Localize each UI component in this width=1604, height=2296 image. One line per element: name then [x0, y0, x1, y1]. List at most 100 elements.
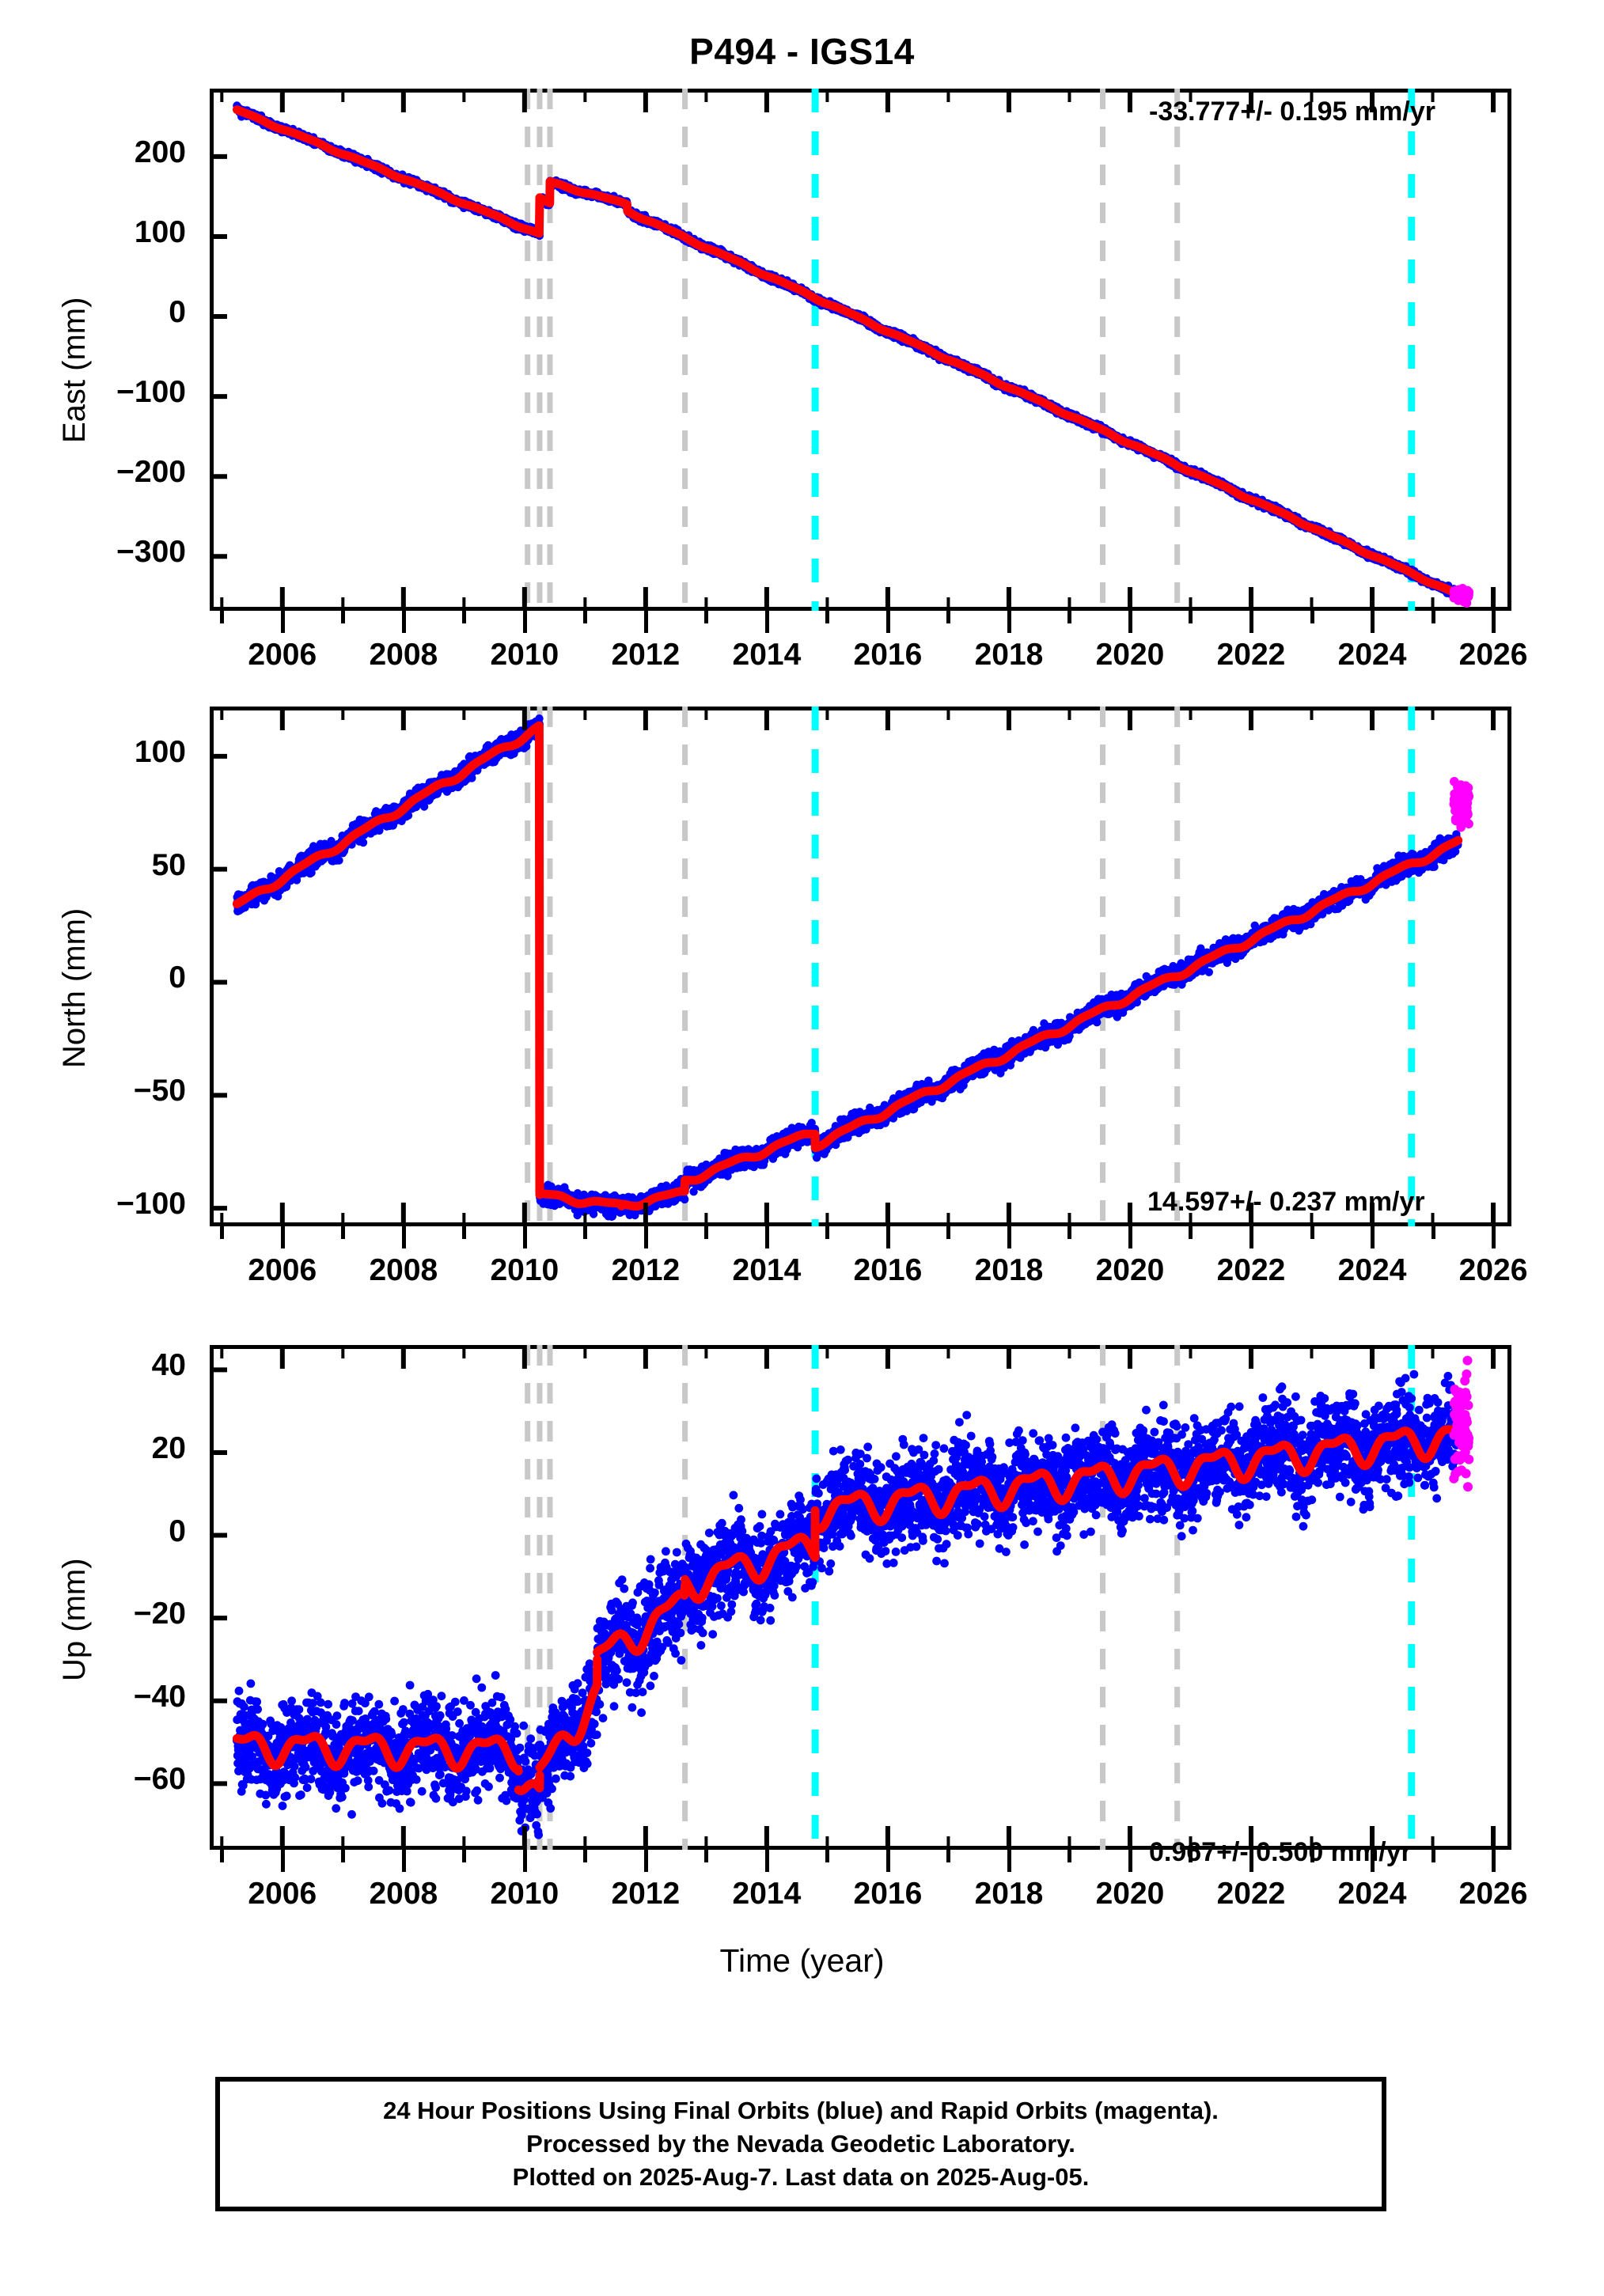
- xtick-mark: [1310, 611, 1314, 623]
- xtick-label: 2008: [369, 638, 438, 672]
- xtick-label: 2006: [248, 1877, 317, 1911]
- ytick-label: 0: [169, 960, 186, 995]
- xtick-mark: [583, 611, 588, 623]
- xtick-mark: [280, 1850, 285, 1872]
- xtick-mark: [1067, 611, 1072, 623]
- xtick-label: 2024: [1337, 638, 1407, 672]
- xtick-mark: [401, 1850, 406, 1872]
- xtick-mark: [643, 1226, 648, 1248]
- ytick-label: −300: [116, 535, 186, 570]
- xtick-label: 2026: [1458, 638, 1528, 672]
- ytick-label: −100: [116, 1187, 186, 1222]
- xtick-mark: [1128, 611, 1132, 633]
- xtick-mark: [401, 611, 406, 633]
- xtick-mark: [764, 1850, 769, 1872]
- xtick-mark: [704, 1850, 709, 1862]
- xtick-label: 2010: [490, 638, 559, 672]
- panel-up-plot: [210, 1345, 1496, 1850]
- xtick-label: 2018: [974, 1253, 1044, 1287]
- ytick-label: 40: [151, 1348, 186, 1383]
- xtick-mark: [1310, 1226, 1314, 1239]
- xtick-mark: [704, 1226, 709, 1239]
- xtick-mark: [1067, 1226, 1072, 1239]
- xtick-mark: [825, 1850, 830, 1862]
- xtick-label: 2022: [1216, 1253, 1286, 1287]
- ytick-label: −200: [116, 455, 186, 490]
- xtick-mark: [1189, 1226, 1193, 1239]
- xtick-label: 2010: [490, 1253, 559, 1287]
- xtick-mark: [704, 611, 709, 623]
- caption-box: 24 Hour Positions Using Final Orbits (bl…: [215, 2077, 1386, 2211]
- xtick-label: 2008: [369, 1253, 438, 1287]
- ytick-label: 100: [134, 734, 186, 769]
- rate-annotation-north: 14.597+/- 0.237 mm/yr: [1147, 1187, 1425, 1217]
- xtick-mark: [825, 611, 830, 623]
- axis-label-time: Time (year): [719, 1942, 885, 1979]
- xtick-mark: [946, 1226, 951, 1239]
- caption-line-3: Plotted on 2025-Aug-7. Last data on 2025…: [512, 2163, 1090, 2192]
- xtick-mark: [1371, 611, 1375, 633]
- xtick-mark: [1431, 1850, 1435, 1862]
- xtick-label: 2022: [1216, 1877, 1286, 1911]
- ytick-label: −60: [133, 1762, 186, 1797]
- panel-north-plot: [210, 707, 1496, 1226]
- xtick-label: 2024: [1337, 1877, 1407, 1911]
- ytick-label: −20: [133, 1597, 186, 1631]
- xtick-label: 2014: [732, 1253, 802, 1287]
- xtick-mark: [825, 1226, 830, 1239]
- page-title: P494 - IGS14: [689, 31, 915, 72]
- xtick-label: 2018: [974, 1877, 1044, 1911]
- xtick-mark: [462, 611, 467, 623]
- xtick-mark: [643, 1850, 648, 1872]
- xtick-mark: [522, 1226, 527, 1248]
- xtick-label: 2012: [611, 1253, 681, 1287]
- xtick-label: 2018: [974, 638, 1044, 672]
- xtick-mark: [1310, 1850, 1314, 1862]
- ytick-label: 100: [134, 214, 186, 249]
- xtick-mark: [1189, 611, 1193, 623]
- xtick-mark: [220, 611, 225, 623]
- xtick-mark: [462, 1850, 467, 1862]
- panel-east: [210, 89, 1511, 611]
- xtick-mark: [1431, 1226, 1435, 1239]
- panel-east-plot: [210, 89, 1496, 611]
- xtick-mark: [1007, 1226, 1011, 1248]
- xtick-mark: [341, 1226, 346, 1239]
- xtick-label: 2014: [732, 638, 802, 672]
- xtick-mark: [462, 1226, 467, 1239]
- xtick-mark: [341, 1850, 346, 1862]
- xtick-label: 2026: [1458, 1877, 1528, 1911]
- ytick-label: −40: [133, 1679, 186, 1714]
- xtick-mark: [1249, 611, 1253, 633]
- xtick-mark: [764, 611, 769, 633]
- xtick-mark: [522, 611, 527, 633]
- xtick-mark: [401, 1226, 406, 1248]
- xtick-label: 2016: [853, 1253, 923, 1287]
- xtick-label: 2020: [1095, 1877, 1165, 1911]
- xtick-mark: [1492, 611, 1496, 633]
- xtick-mark: [1492, 1226, 1496, 1248]
- xtick-label: 2006: [248, 638, 317, 672]
- panel-north: [210, 707, 1511, 1226]
- xtick-mark: [764, 1226, 769, 1248]
- xtick-label: 2012: [611, 1877, 681, 1911]
- xtick-mark: [583, 1226, 588, 1239]
- xtick-mark: [1007, 1850, 1011, 1872]
- xtick-mark: [280, 1226, 285, 1248]
- xtick-mark: [1128, 1850, 1132, 1872]
- xtick-mark: [341, 611, 346, 623]
- ytick-label: 0: [169, 1514, 186, 1548]
- caption-line-1: 24 Hour Positions Using Final Orbits (bl…: [383, 2096, 1219, 2124]
- xtick-mark: [1371, 1226, 1375, 1248]
- xtick-label: 2014: [732, 1877, 802, 1911]
- ytick-label: 20: [151, 1430, 186, 1465]
- xtick-mark: [280, 611, 285, 633]
- xtick-label: 2012: [611, 638, 681, 672]
- xtick-label: 2016: [853, 638, 923, 672]
- ytick-label: 0: [169, 295, 186, 330]
- rate-annotation-east: -33.777+/- 0.195 mm/yr: [1149, 97, 1435, 127]
- xtick-mark: [885, 1226, 890, 1248]
- caption-line-2: Processed by the Nevada Geodetic Laborat…: [526, 2129, 1075, 2158]
- xtick-label: 2024: [1337, 1253, 1407, 1287]
